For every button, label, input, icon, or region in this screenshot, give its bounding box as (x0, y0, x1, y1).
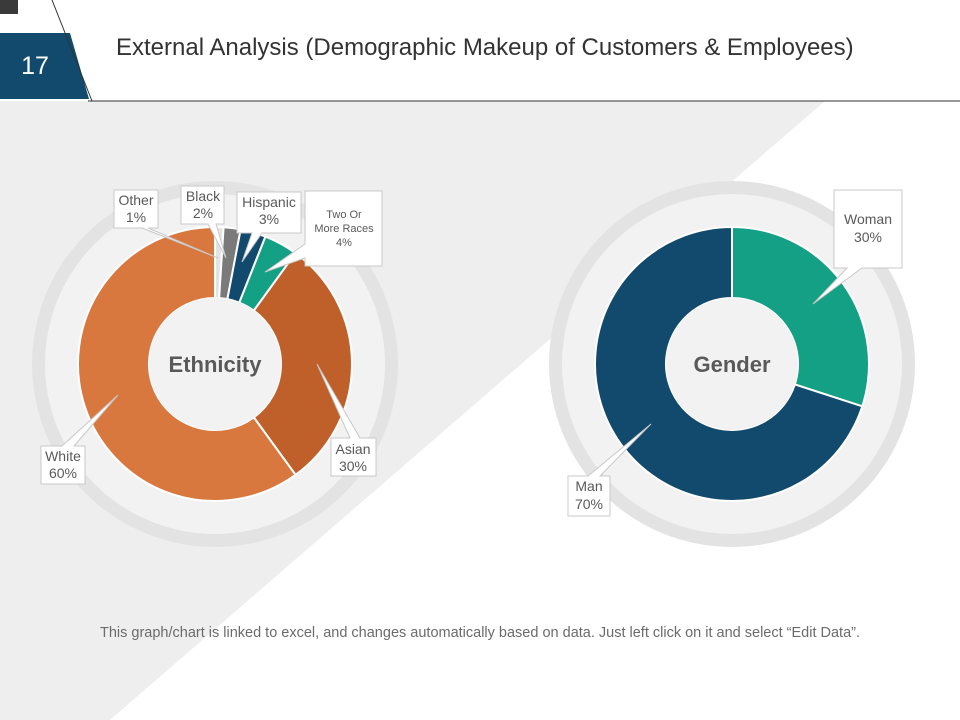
callout-value-other: 1% (126, 209, 146, 225)
ethnicity-chart: Ethnicity Other 1% Black 2% Hispanic 3% … (32, 181, 398, 547)
slide-number: 17 (21, 51, 49, 80)
callout-value-hispanic: 3% (259, 211, 279, 227)
callout-box (40, 394, 119, 485)
callout-value-woman: 30% (854, 229, 882, 245)
callout-box (180, 185, 227, 259)
callout-hispanic: Hispanic 3% (236, 191, 302, 263)
callout-box (567, 423, 652, 517)
callout-label-two-or-line1: Two Or (326, 209, 362, 221)
callout-box (113, 189, 219, 259)
gender-hole (666, 298, 798, 430)
callout-value-white: 60% (49, 465, 77, 481)
callout-other: Other 1% (113, 189, 219, 259)
callout-man: Man 70% (567, 423, 652, 517)
callout-value-two-or: 4% (336, 237, 352, 249)
callout-label-hispanic: Hispanic (242, 194, 296, 210)
callout-label-man: Man (575, 478, 602, 494)
ethnicity-hole (149, 298, 281, 430)
callout-label-asian: Asian (335, 441, 370, 457)
callout-two-or-more-races: Two Or More Races 4% (264, 190, 383, 273)
footnote: This graph/chart is linked to excel, and… (99, 625, 861, 641)
ethnicity-center-label: Ethnicity (169, 352, 263, 377)
corner-block (0, 0, 18, 14)
callout-value-asian: 30% (339, 458, 367, 474)
header-diagonal-line (51, 0, 93, 102)
slide-title: External Analysis (Demographic Makeup of… (116, 34, 854, 61)
callout-box (236, 191, 302, 263)
callout-box (264, 190, 383, 273)
callout-label-other: Other (118, 192, 153, 208)
gender-chart: Gender Woman 30% Man 70% (549, 181, 915, 547)
callout-box (812, 189, 903, 305)
callout-label-woman: Woman (844, 211, 892, 227)
callout-label-two-or-line2: More Races (314, 223, 374, 235)
slide-number-badge (0, 33, 89, 99)
callout-value-man: 70% (575, 496, 603, 512)
callout-woman: Woman 30% (812, 189, 903, 305)
callout-white: White 60% (40, 394, 119, 485)
callout-label-white: White (45, 448, 81, 464)
ethnicity-slices (77, 225, 353, 502)
callout-box (316, 363, 377, 477)
callout-label-black: Black (186, 188, 221, 204)
gender-center-label: Gender (693, 352, 770, 377)
callout-black: Black 2% (180, 185, 227, 259)
callout-asian: Asian 30% (316, 363, 377, 477)
callout-value-black: 2% (193, 205, 213, 221)
